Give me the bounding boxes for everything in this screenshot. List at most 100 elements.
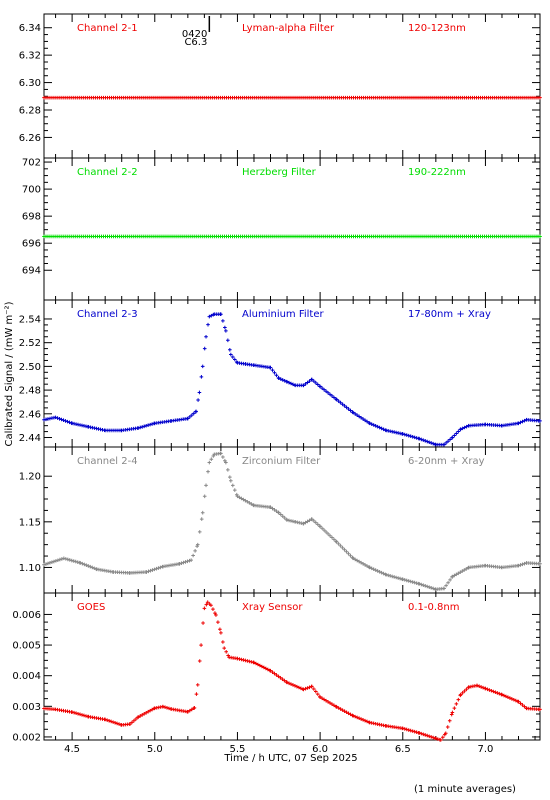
data-point	[285, 680, 289, 685]
data-point	[221, 455, 225, 459]
data-point	[373, 568, 378, 572]
data-point	[332, 703, 336, 708]
data-point	[365, 419, 369, 424]
series-markers	[42, 451, 542, 592]
panel-frame	[43, 592, 541, 741]
data-point	[224, 650, 228, 654]
data-point	[161, 704, 165, 709]
panel-label: Channel 2-4	[77, 456, 138, 467]
data-point	[258, 663, 262, 668]
data-point	[235, 494, 240, 499]
data-point	[199, 517, 204, 521]
data-point	[312, 687, 316, 691]
data-point	[264, 666, 268, 671]
data-point	[241, 497, 246, 502]
data-point	[538, 95, 542, 100]
data-point	[307, 685, 312, 690]
data-point	[447, 718, 452, 723]
data-point	[282, 516, 287, 520]
data-point	[142, 424, 146, 429]
panel-1: 6.26 6.28 6.30 6.32 6.34 Channel 2-1 Lyman-alp…	[19, 13, 542, 159]
data-point	[270, 506, 275, 511]
data-point	[351, 410, 355, 415]
data-point	[390, 574, 394, 579]
y-tick-label: 6.32	[19, 51, 41, 62]
data-point	[450, 435, 455, 440]
data-point	[404, 727, 409, 732]
data-point	[367, 565, 372, 570]
data-point	[232, 488, 237, 492]
data-point	[105, 718, 109, 722]
panel-label: Channel 2-2	[77, 167, 138, 178]
data-point	[417, 582, 422, 586]
data-point	[344, 710, 349, 715]
data-point	[134, 717, 138, 721]
data-point	[144, 570, 149, 574]
data-point	[369, 422, 374, 426]
x-tick-label: 6.0	[312, 744, 328, 755]
data-point	[334, 397, 338, 401]
data-point	[199, 375, 204, 379]
data-point	[183, 560, 188, 564]
data-point	[458, 570, 463, 574]
data-point	[412, 580, 417, 585]
data-point	[361, 562, 365, 566]
data-point	[429, 586, 434, 590]
data-point	[456, 571, 461, 576]
y-tick-label: 1.15	[19, 517, 41, 528]
data-point	[355, 558, 359, 563]
data-point	[375, 424, 380, 429]
data-point	[464, 567, 469, 571]
data-point	[226, 468, 230, 472]
data-point	[442, 586, 446, 591]
data-point	[285, 379, 289, 384]
data-point	[287, 681, 291, 686]
data-point	[342, 404, 347, 408]
footnote: (1 minute averages)	[414, 784, 516, 795]
data-point	[538, 419, 542, 423]
data-point	[190, 707, 194, 712]
data-point	[355, 715, 359, 720]
data-point	[402, 578, 407, 582]
data-point	[186, 416, 190, 421]
data-point	[303, 686, 308, 691]
data-point	[419, 731, 424, 736]
data-point	[272, 370, 277, 375]
data-point	[336, 706, 341, 710]
data-point	[193, 549, 197, 553]
data-point	[226, 338, 230, 343]
data-point	[404, 578, 409, 583]
data-point	[448, 437, 452, 442]
data-point	[414, 581, 419, 585]
data-point	[229, 478, 233, 483]
data-point	[128, 722, 132, 726]
data-point	[140, 713, 145, 717]
data-point	[504, 694, 508, 699]
data-point	[410, 435, 415, 439]
data-point	[280, 677, 285, 681]
data-point	[404, 433, 409, 437]
y-tick-label: 0.005	[12, 641, 41, 652]
data-point	[412, 435, 417, 440]
data-point	[206, 322, 210, 327]
data-point	[369, 566, 374, 571]
data-point	[379, 570, 384, 575]
data-point	[538, 562, 542, 566]
data-point	[326, 391, 330, 395]
y-tick-label: 2.52	[19, 338, 41, 349]
data-point	[346, 551, 351, 556]
data-point	[197, 390, 202, 395]
data-point	[408, 434, 413, 439]
data-point	[512, 697, 516, 702]
data-point	[449, 712, 454, 717]
y-tick-label: 6.30	[19, 78, 41, 89]
data-point	[322, 387, 326, 392]
data-point	[56, 558, 60, 563]
data-point	[458, 692, 463, 697]
data-point	[485, 687, 490, 692]
data-point	[315, 692, 320, 696]
data-point	[154, 566, 159, 571]
data-point	[276, 674, 281, 679]
data-point	[228, 347, 232, 352]
data-point	[214, 613, 218, 617]
